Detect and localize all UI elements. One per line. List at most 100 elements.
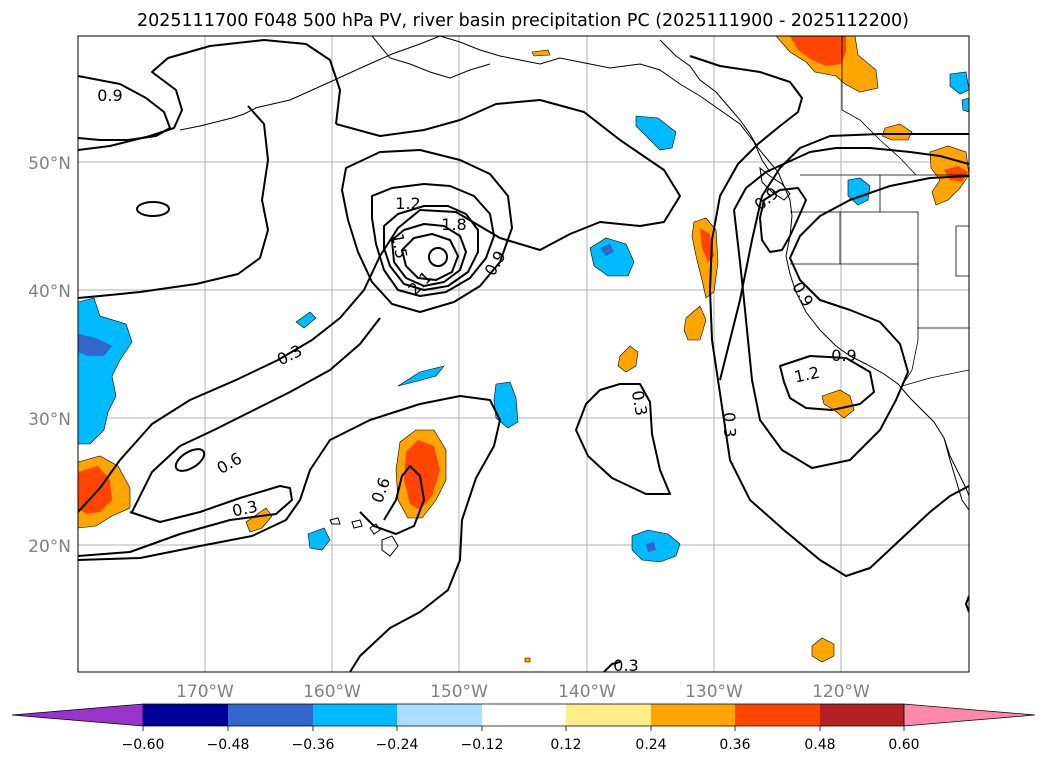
contour-trough-06 — [359, 465, 425, 535]
precip-patch-blue-mid — [600, 244, 614, 256]
colorbar-tick-label: −0.24 — [376, 737, 419, 753]
hawaii-islands — [329, 517, 399, 557]
contour-coast-12 — [779, 355, 875, 411]
precip-patch-or-south — [811, 637, 835, 663]
precip-patch-hawaii-core — [404, 440, 440, 510]
colorbar-segment — [735, 704, 820, 726]
colorbar-extend-right — [903, 703, 1036, 727]
contour-west-mid — [78, 105, 269, 299]
alaska-coast — [254, 36, 771, 173]
colorbar-segment — [651, 704, 735, 726]
map-title: 2025111700 F048 500 hPa PV, river basin … — [137, 11, 909, 31]
lat-label-40n: 40°N — [28, 282, 71, 302]
precip-patch-cyan-west — [78, 297, 133, 445]
colorbar-tick-label: −0.12 — [461, 737, 504, 753]
contour-low-21 — [401, 233, 459, 281]
lon-label-160w: 160°W — [303, 682, 361, 702]
colorbar-tick-label: 0.36 — [719, 737, 750, 753]
contour-coast-03 — [719, 133, 969, 381]
contour-coast-outer — [689, 55, 969, 577]
label-low-18: 1.8 — [441, 215, 466, 234]
contour-mid-03 — [575, 383, 671, 495]
label-coast-09c: 0.9 — [831, 346, 856, 365]
label-low-12: 1.2 — [395, 194, 420, 213]
colorbar-tick-label: −0.60 — [122, 737, 165, 753]
contour-nw-03 — [78, 39, 341, 151]
precip-patch-cyan-small1 — [295, 311, 317, 329]
lon-label-150w: 150°W — [430, 682, 488, 702]
contour-coast-09b — [759, 187, 807, 253]
contour-labels: 0.9 1.2 1.5 1.8 2.1 0.9 0.3 0.6 0.3 0.6 … — [97, 86, 856, 675]
colorbar-segment — [820, 704, 904, 726]
latitude-labels: 50°N 40°N 30°N 20°N — [28, 154, 71, 557]
precip-patch-ne-core — [790, 36, 846, 66]
lon-label-130w: 130°W — [685, 682, 743, 702]
precip-patch-ca — [821, 389, 855, 419]
label-low-15: 1.5 — [388, 232, 411, 260]
pv-contours — [78, 39, 969, 672]
contour-band-03-outer — [78, 99, 681, 513]
precip-patch-small-or2 — [617, 345, 639, 373]
vancouver-island — [759, 166, 791, 201]
colorbar-segment — [397, 704, 482, 726]
colorbar-segment — [482, 704, 566, 726]
colorbar-tick-label: −0.36 — [292, 737, 335, 753]
colorbar-tick-label: 0.60 — [888, 737, 919, 753]
precip-patch-or-small-sw — [245, 507, 273, 533]
precip-patch-pnw-core — [944, 166, 968, 182]
precip-patch-cyan-small2 — [397, 365, 445, 387]
label-coast-12: 1.2 — [792, 363, 821, 387]
lat-label-20n: 20°N — [28, 537, 71, 557]
contour-subtropics — [78, 395, 501, 672]
label-bottom-03: 0.3 — [613, 656, 638, 675]
colorbar-outline — [143, 703, 904, 727]
label-band-06: 0.6 — [213, 449, 245, 478]
contour-small-loop — [136, 201, 170, 217]
colorbar-segment — [566, 704, 651, 726]
aleutians — [179, 107, 257, 131]
bc-coast — [659, 39, 793, 217]
colorbar-segment — [143, 704, 228, 726]
central-low-contours — [341, 149, 513, 313]
precip-patch-cyan-bc — [635, 115, 677, 151]
colorbar-segment — [313, 704, 397, 726]
precip-patch-cyan-ca — [631, 529, 681, 563]
map-frame — [77, 35, 970, 673]
label-south-03: 0.3 — [230, 497, 259, 521]
contour-nw-09 — [78, 75, 171, 141]
contour-low-15 — [383, 205, 479, 291]
contour-low-12 — [371, 183, 495, 297]
colorbar-segment — [228, 704, 313, 726]
contour-south-03 — [78, 485, 293, 557]
colorbar-tick-marks — [142, 726, 905, 731]
precip-patch-cyan-small3 — [307, 527, 331, 551]
longitude-labels: 170°W 160°W 150°W 140°W 130°W 120°W — [176, 682, 870, 702]
precip-patch-cyan-mid — [589, 237, 635, 277]
label-nw-09: 0.9 — [97, 86, 122, 105]
precip-patch-blue-west — [78, 334, 112, 356]
label-coast-09a: 0.9 — [751, 183, 783, 214]
lat-label-30n: 30°N — [28, 410, 71, 430]
contour-low-18 — [391, 223, 467, 287]
precip-patch-small-bottom — [524, 657, 531, 663]
lon-label-120w: 120°W — [812, 682, 870, 702]
lon-label-140w: 140°W — [558, 682, 616, 702]
contour-coast-09 — [733, 147, 969, 469]
state-borders — [790, 175, 969, 387]
ak-bc-border — [841, 36, 917, 176]
precip-patch-cyan-wa — [847, 177, 871, 206]
coastlines — [179, 36, 969, 557]
contour-small-loop-2 — [174, 448, 206, 472]
precip-patch-bc — [881, 123, 913, 141]
colorbar-extend-left — [11, 703, 144, 727]
contour-se-edge — [965, 595, 969, 613]
colorbar: −0.60 −0.48 −0.36 −0.24 −0.12 0.12 0.24 … — [11, 703, 1036, 753]
precip-patch-blue-ca — [646, 542, 656, 552]
precip-patch-small-top — [531, 49, 551, 57]
precip-patch-small-or1 — [683, 305, 707, 341]
contour-band-06 — [131, 317, 381, 513]
label-mid-03: 0.3 — [628, 389, 651, 417]
colorbar-tick-label: 0.48 — [804, 737, 835, 753]
contour-low-center — [428, 247, 448, 267]
contour-low-09 — [341, 149, 513, 313]
